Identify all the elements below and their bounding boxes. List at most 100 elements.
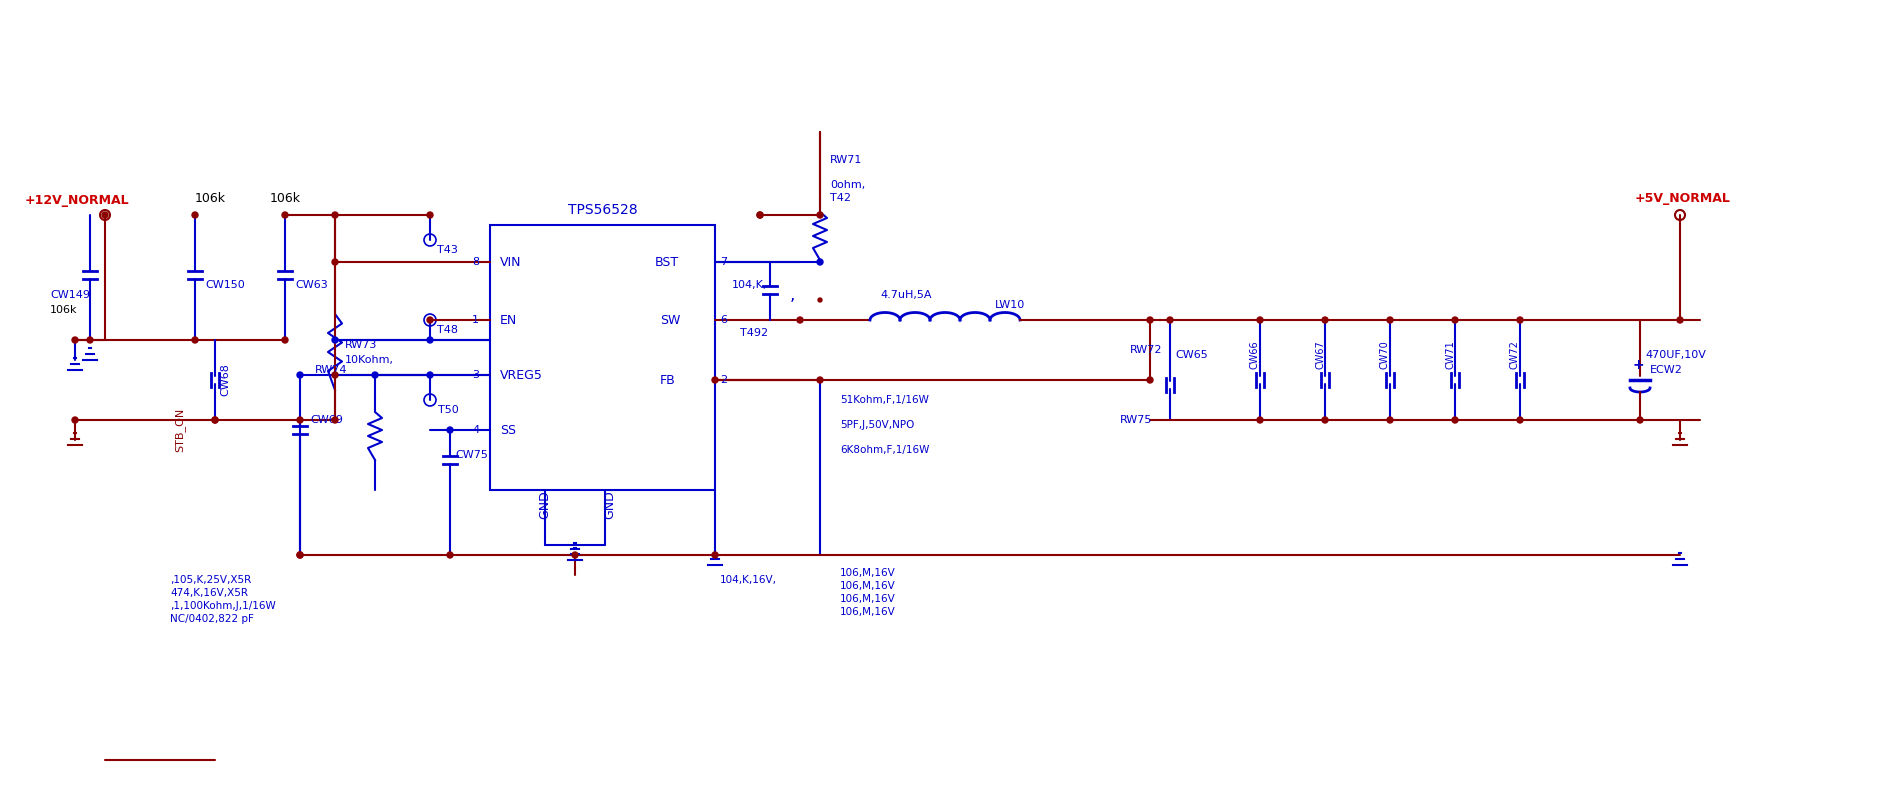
Text: 3: 3 [472, 370, 479, 380]
Text: 1: 1 [472, 315, 479, 325]
Text: VREG5: VREG5 [500, 368, 543, 382]
Circle shape [1516, 317, 1524, 323]
Circle shape [296, 552, 304, 558]
Circle shape [1256, 317, 1264, 323]
Circle shape [1516, 417, 1524, 423]
Circle shape [1256, 417, 1264, 423]
Text: CW66: CW66 [1250, 341, 1260, 369]
Text: ECW2: ECW2 [1650, 365, 1682, 375]
Text: 6: 6 [720, 315, 726, 325]
Circle shape [1167, 317, 1173, 323]
Text: 4.7uH,5A: 4.7uH,5A [881, 290, 932, 300]
Text: T48: T48 [438, 325, 458, 335]
Text: RW73: RW73 [345, 340, 377, 350]
Text: 104,K,: 104,K, [732, 280, 768, 290]
Circle shape [1322, 317, 1328, 323]
Circle shape [211, 417, 219, 423]
Text: CW63: CW63 [294, 280, 328, 290]
Circle shape [819, 298, 822, 302]
Circle shape [1452, 317, 1458, 323]
Text: ,: , [790, 286, 796, 304]
Circle shape [756, 212, 764, 218]
Text: BST: BST [654, 256, 679, 268]
Circle shape [332, 259, 338, 265]
Text: RW71: RW71 [830, 155, 862, 165]
Text: 8: 8 [472, 257, 479, 267]
Text: SW: SW [660, 313, 681, 327]
Text: 2: 2 [720, 375, 728, 385]
Circle shape [296, 552, 304, 558]
Text: ,1,100Kohm,J,1/16W: ,1,100Kohm,J,1/16W [170, 601, 275, 611]
Text: 106,M,16V: 106,M,16V [839, 568, 896, 578]
Text: +12V_NORMAL: +12V_NORMAL [25, 194, 130, 206]
Circle shape [1386, 417, 1394, 423]
Text: RW75: RW75 [1120, 415, 1152, 425]
Text: 106k: 106k [194, 191, 226, 205]
Text: LW10: LW10 [996, 300, 1026, 310]
Circle shape [1637, 417, 1643, 423]
Text: RW72: RW72 [1130, 345, 1162, 355]
FancyBboxPatch shape [490, 225, 715, 490]
Text: 106k: 106k [51, 305, 77, 315]
Text: 470UF,10V: 470UF,10V [1645, 350, 1705, 360]
Text: 51Kohm,F,1/16W: 51Kohm,F,1/16W [839, 395, 930, 405]
Circle shape [211, 417, 219, 423]
Text: 0ohm,: 0ohm, [830, 180, 866, 190]
Circle shape [1322, 417, 1328, 423]
Circle shape [72, 417, 77, 423]
Text: CW69: CW69 [309, 415, 343, 425]
Text: 6K8ohm,F,1/16W: 6K8ohm,F,1/16W [839, 445, 930, 455]
Text: CW75: CW75 [455, 450, 488, 460]
Circle shape [283, 212, 289, 218]
Circle shape [102, 212, 108, 218]
Circle shape [713, 377, 719, 383]
Text: SS: SS [500, 423, 517, 437]
Circle shape [1386, 317, 1394, 323]
Text: CW67: CW67 [1315, 341, 1326, 369]
Text: 7: 7 [720, 257, 728, 267]
Circle shape [296, 417, 304, 423]
Circle shape [332, 417, 338, 423]
Circle shape [817, 377, 822, 383]
Circle shape [817, 212, 822, 218]
Circle shape [426, 337, 434, 343]
Text: NC/0402,822 pF: NC/0402,822 pF [170, 614, 255, 624]
Circle shape [817, 259, 822, 265]
Text: 104,K,16V,: 104,K,16V, [720, 575, 777, 585]
Circle shape [426, 212, 434, 218]
Circle shape [426, 317, 434, 323]
Circle shape [447, 552, 453, 558]
Circle shape [283, 337, 289, 343]
Text: CW71: CW71 [1445, 341, 1454, 369]
Text: TPS56528: TPS56528 [568, 203, 637, 217]
Circle shape [756, 212, 764, 218]
Circle shape [1452, 417, 1458, 423]
Text: 474,K,16V,X5R: 474,K,16V,X5R [170, 588, 247, 598]
Circle shape [571, 552, 577, 558]
Text: CW72: CW72 [1511, 341, 1520, 369]
Text: T42: T42 [830, 193, 851, 203]
Text: 106k: 106k [270, 191, 302, 205]
Text: 106,M,16V: 106,M,16V [839, 594, 896, 604]
Text: 5PF,J,50V,NPO: 5PF,J,50V,NPO [839, 420, 915, 430]
Text: VIN: VIN [500, 256, 522, 268]
Text: FB: FB [660, 374, 675, 386]
Circle shape [372, 372, 377, 378]
Circle shape [332, 212, 338, 218]
Text: CW70: CW70 [1381, 341, 1390, 369]
Circle shape [332, 372, 338, 378]
Circle shape [1147, 377, 1152, 383]
Circle shape [296, 372, 304, 378]
Circle shape [332, 337, 338, 343]
Circle shape [713, 552, 719, 558]
Text: STB_ON: STB_ON [175, 408, 185, 452]
Circle shape [1677, 317, 1682, 323]
Text: T492: T492 [739, 328, 768, 338]
Text: +: + [1631, 358, 1643, 372]
Circle shape [192, 337, 198, 343]
Text: CW65: CW65 [1175, 350, 1207, 360]
Text: CW150: CW150 [206, 280, 245, 290]
Circle shape [87, 337, 92, 343]
Text: 10Kohm,: 10Kohm, [345, 355, 394, 365]
Text: CW68: CW68 [221, 364, 230, 397]
